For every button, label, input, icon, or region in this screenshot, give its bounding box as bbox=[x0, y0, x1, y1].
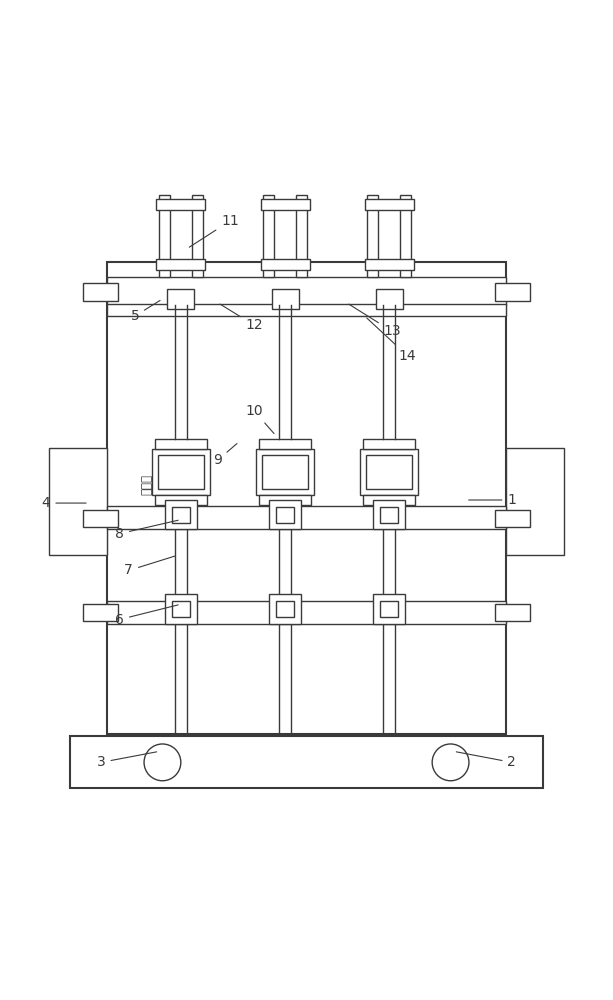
Text: 5: 5 bbox=[131, 300, 160, 323]
Bar bbox=[276, 601, 294, 617]
Bar bbox=[360, 449, 418, 495]
Bar bbox=[364, 439, 416, 449]
Bar bbox=[263, 195, 274, 277]
Bar bbox=[83, 510, 118, 527]
Bar bbox=[365, 199, 414, 210]
Text: 对准线: 对准线 bbox=[140, 474, 154, 495]
Circle shape bbox=[432, 744, 469, 781]
Bar bbox=[159, 195, 170, 277]
Bar bbox=[256, 449, 314, 495]
Bar bbox=[107, 277, 506, 305]
Text: 1: 1 bbox=[469, 493, 516, 507]
Bar bbox=[261, 259, 310, 270]
Bar bbox=[400, 195, 411, 277]
Text: 4: 4 bbox=[42, 496, 86, 510]
Bar bbox=[154, 495, 207, 505]
Bar bbox=[272, 289, 299, 309]
Bar bbox=[49, 448, 107, 555]
Bar bbox=[380, 601, 398, 617]
Text: 6: 6 bbox=[115, 605, 178, 627]
Text: 7: 7 bbox=[124, 556, 175, 577]
Text: 10: 10 bbox=[246, 404, 274, 434]
Text: 2: 2 bbox=[456, 752, 516, 769]
Bar bbox=[296, 195, 307, 277]
Bar bbox=[154, 439, 207, 449]
Bar bbox=[165, 594, 197, 624]
Bar bbox=[495, 283, 530, 301]
Circle shape bbox=[144, 744, 181, 781]
Bar bbox=[83, 283, 118, 301]
Bar bbox=[269, 594, 301, 624]
Text: 14: 14 bbox=[367, 318, 416, 363]
Bar bbox=[373, 594, 405, 624]
Bar bbox=[373, 500, 405, 529]
Bar bbox=[172, 507, 190, 523]
Bar bbox=[167, 289, 194, 309]
Bar bbox=[365, 259, 414, 270]
Text: 12: 12 bbox=[220, 304, 263, 332]
Bar bbox=[259, 495, 311, 505]
Bar bbox=[172, 601, 190, 617]
Bar bbox=[269, 500, 301, 529]
Bar bbox=[495, 604, 530, 621]
Bar bbox=[107, 262, 506, 734]
Bar bbox=[156, 259, 205, 270]
Bar bbox=[165, 500, 197, 529]
Bar bbox=[367, 195, 378, 277]
Text: 13: 13 bbox=[349, 304, 401, 338]
Bar bbox=[107, 601, 506, 624]
Bar bbox=[367, 455, 412, 489]
Bar bbox=[506, 448, 564, 555]
Bar bbox=[192, 195, 203, 277]
Bar bbox=[495, 510, 530, 527]
Text: 3: 3 bbox=[97, 752, 157, 769]
Bar bbox=[156, 199, 205, 210]
Bar bbox=[364, 495, 416, 505]
Bar bbox=[107, 506, 506, 529]
Bar bbox=[70, 736, 543, 788]
Text: 9: 9 bbox=[213, 444, 237, 467]
Bar bbox=[380, 507, 398, 523]
Text: 8: 8 bbox=[115, 520, 178, 541]
Bar bbox=[107, 304, 506, 316]
Bar bbox=[83, 604, 118, 621]
Bar bbox=[152, 449, 210, 495]
Bar bbox=[376, 289, 403, 309]
Text: 11: 11 bbox=[189, 214, 238, 247]
Bar bbox=[276, 507, 294, 523]
Bar bbox=[262, 455, 308, 489]
Bar bbox=[158, 455, 204, 489]
Bar bbox=[259, 439, 311, 449]
Bar bbox=[261, 199, 310, 210]
